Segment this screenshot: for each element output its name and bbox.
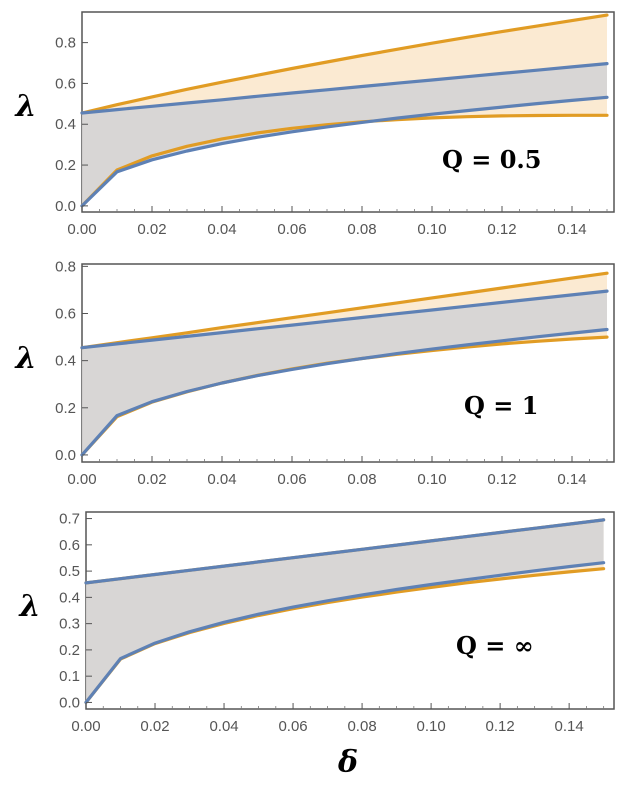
y-axis-label: λ: [13, 341, 36, 376]
q-annotation: Q = 1: [464, 391, 538, 420]
y-tick-label: 0.2: [55, 157, 76, 174]
x-axis-label: δ: [337, 745, 358, 780]
x-tick-label: 0.00: [67, 221, 96, 238]
y-axis-label: λ: [17, 589, 40, 624]
plot-area: 0.00 0.02 0.04 0.06 0.08 0.10 0.12 0.14 0.0 0.2 0.…: [55, 258, 607, 488]
y-tick-label: 0.8: [55, 35, 76, 52]
x-tick-label: 0.14: [555, 718, 584, 735]
x-tick-label: 0.10: [417, 471, 446, 488]
y-tick-label: 0.4: [59, 589, 80, 606]
figure: 0.00 0.02 0.04 0.06 0.08 0.10 0.12 0.140.00.20.…: [0, 0, 634, 794]
y-tick-label: 0.2: [55, 400, 76, 417]
x-tick-label: 0.04: [209, 718, 238, 735]
x-tick-label: 0.02: [140, 718, 169, 735]
y-tick-label: 0.8: [55, 258, 76, 275]
x-tick-label: 0.08: [347, 718, 376, 735]
y-tick-label: 0.1: [59, 668, 80, 685]
x-tick-label: 0.00: [67, 471, 96, 488]
q-annotation: Q = ∞: [456, 631, 534, 660]
y-tick-label: 0.0: [55, 198, 76, 215]
panel-q-1: 0.00 0.02 0.04 0.06 0.08 0.10 0.12 0.14 0.0 0.2 0.…: [13, 258, 614, 488]
y-tick-label: 0.2: [59, 642, 80, 659]
y-tick-label: 0.5: [59, 563, 80, 580]
y-tick-label: 0.0: [59, 694, 80, 711]
y-tick-label: 0.6: [59, 537, 80, 554]
y-tick-label: 0.3: [59, 616, 80, 633]
y-tick-label: 0.6: [55, 75, 76, 92]
x-tick-label: 0.06: [277, 221, 306, 238]
x-tick-label: 0.12: [486, 718, 515, 735]
x-tick-label: 0.14: [557, 221, 586, 238]
x-tick-label: 0.06: [278, 718, 307, 735]
y-axis-label: λ: [13, 89, 36, 124]
y-tick-label: 0.7: [59, 511, 80, 528]
x-tick-label: 0.12: [487, 471, 516, 488]
q-annotation: Q = 0.5: [442, 145, 541, 174]
x-tick-label: 0.08: [347, 471, 376, 488]
x-tick-label: 0.04: [207, 221, 236, 238]
x-tick-label: 0.08: [347, 221, 376, 238]
x-tick-label: 0.06: [277, 471, 306, 488]
x-tick-label: 0.02: [137, 471, 166, 488]
x-tick-label: 0.04: [207, 471, 236, 488]
panel-q-0-5: 0.00 0.02 0.04 0.06 0.08 0.10 0.12 0.14 0.0 0.2 0.…: [13, 12, 614, 238]
x-tick-label: 0.12: [487, 221, 516, 238]
x-tick-label: 0.14: [557, 471, 586, 488]
y-tick-label: 0.4: [55, 116, 76, 133]
blue-region-fill: [86, 520, 604, 703]
x-tick-label: 0.02: [137, 221, 166, 238]
x-tick-label: 0.10: [416, 718, 445, 735]
x-tick-label: 0.00: [71, 718, 100, 735]
y-tick-label: 0.6: [55, 306, 76, 323]
plot-area: 0.00 0.02 0.04 0.06 0.08 0.10 0.12 0.14 0.0 0.1 0.…: [59, 511, 604, 735]
y-tick-label: 0.0: [55, 447, 76, 464]
x-tick-label: 0.10: [417, 221, 446, 238]
y-tick-label: 0.4: [55, 353, 76, 370]
plot-area: 0.00 0.02 0.04 0.06 0.08 0.10 0.12 0.14 0.0 0.2 0.…: [55, 15, 607, 238]
panel-q-infinity: 0.00 0.02 0.04 0.06 0.08 0.10 0.12 0.14 0.0 0.1 0.…: [17, 511, 614, 735]
